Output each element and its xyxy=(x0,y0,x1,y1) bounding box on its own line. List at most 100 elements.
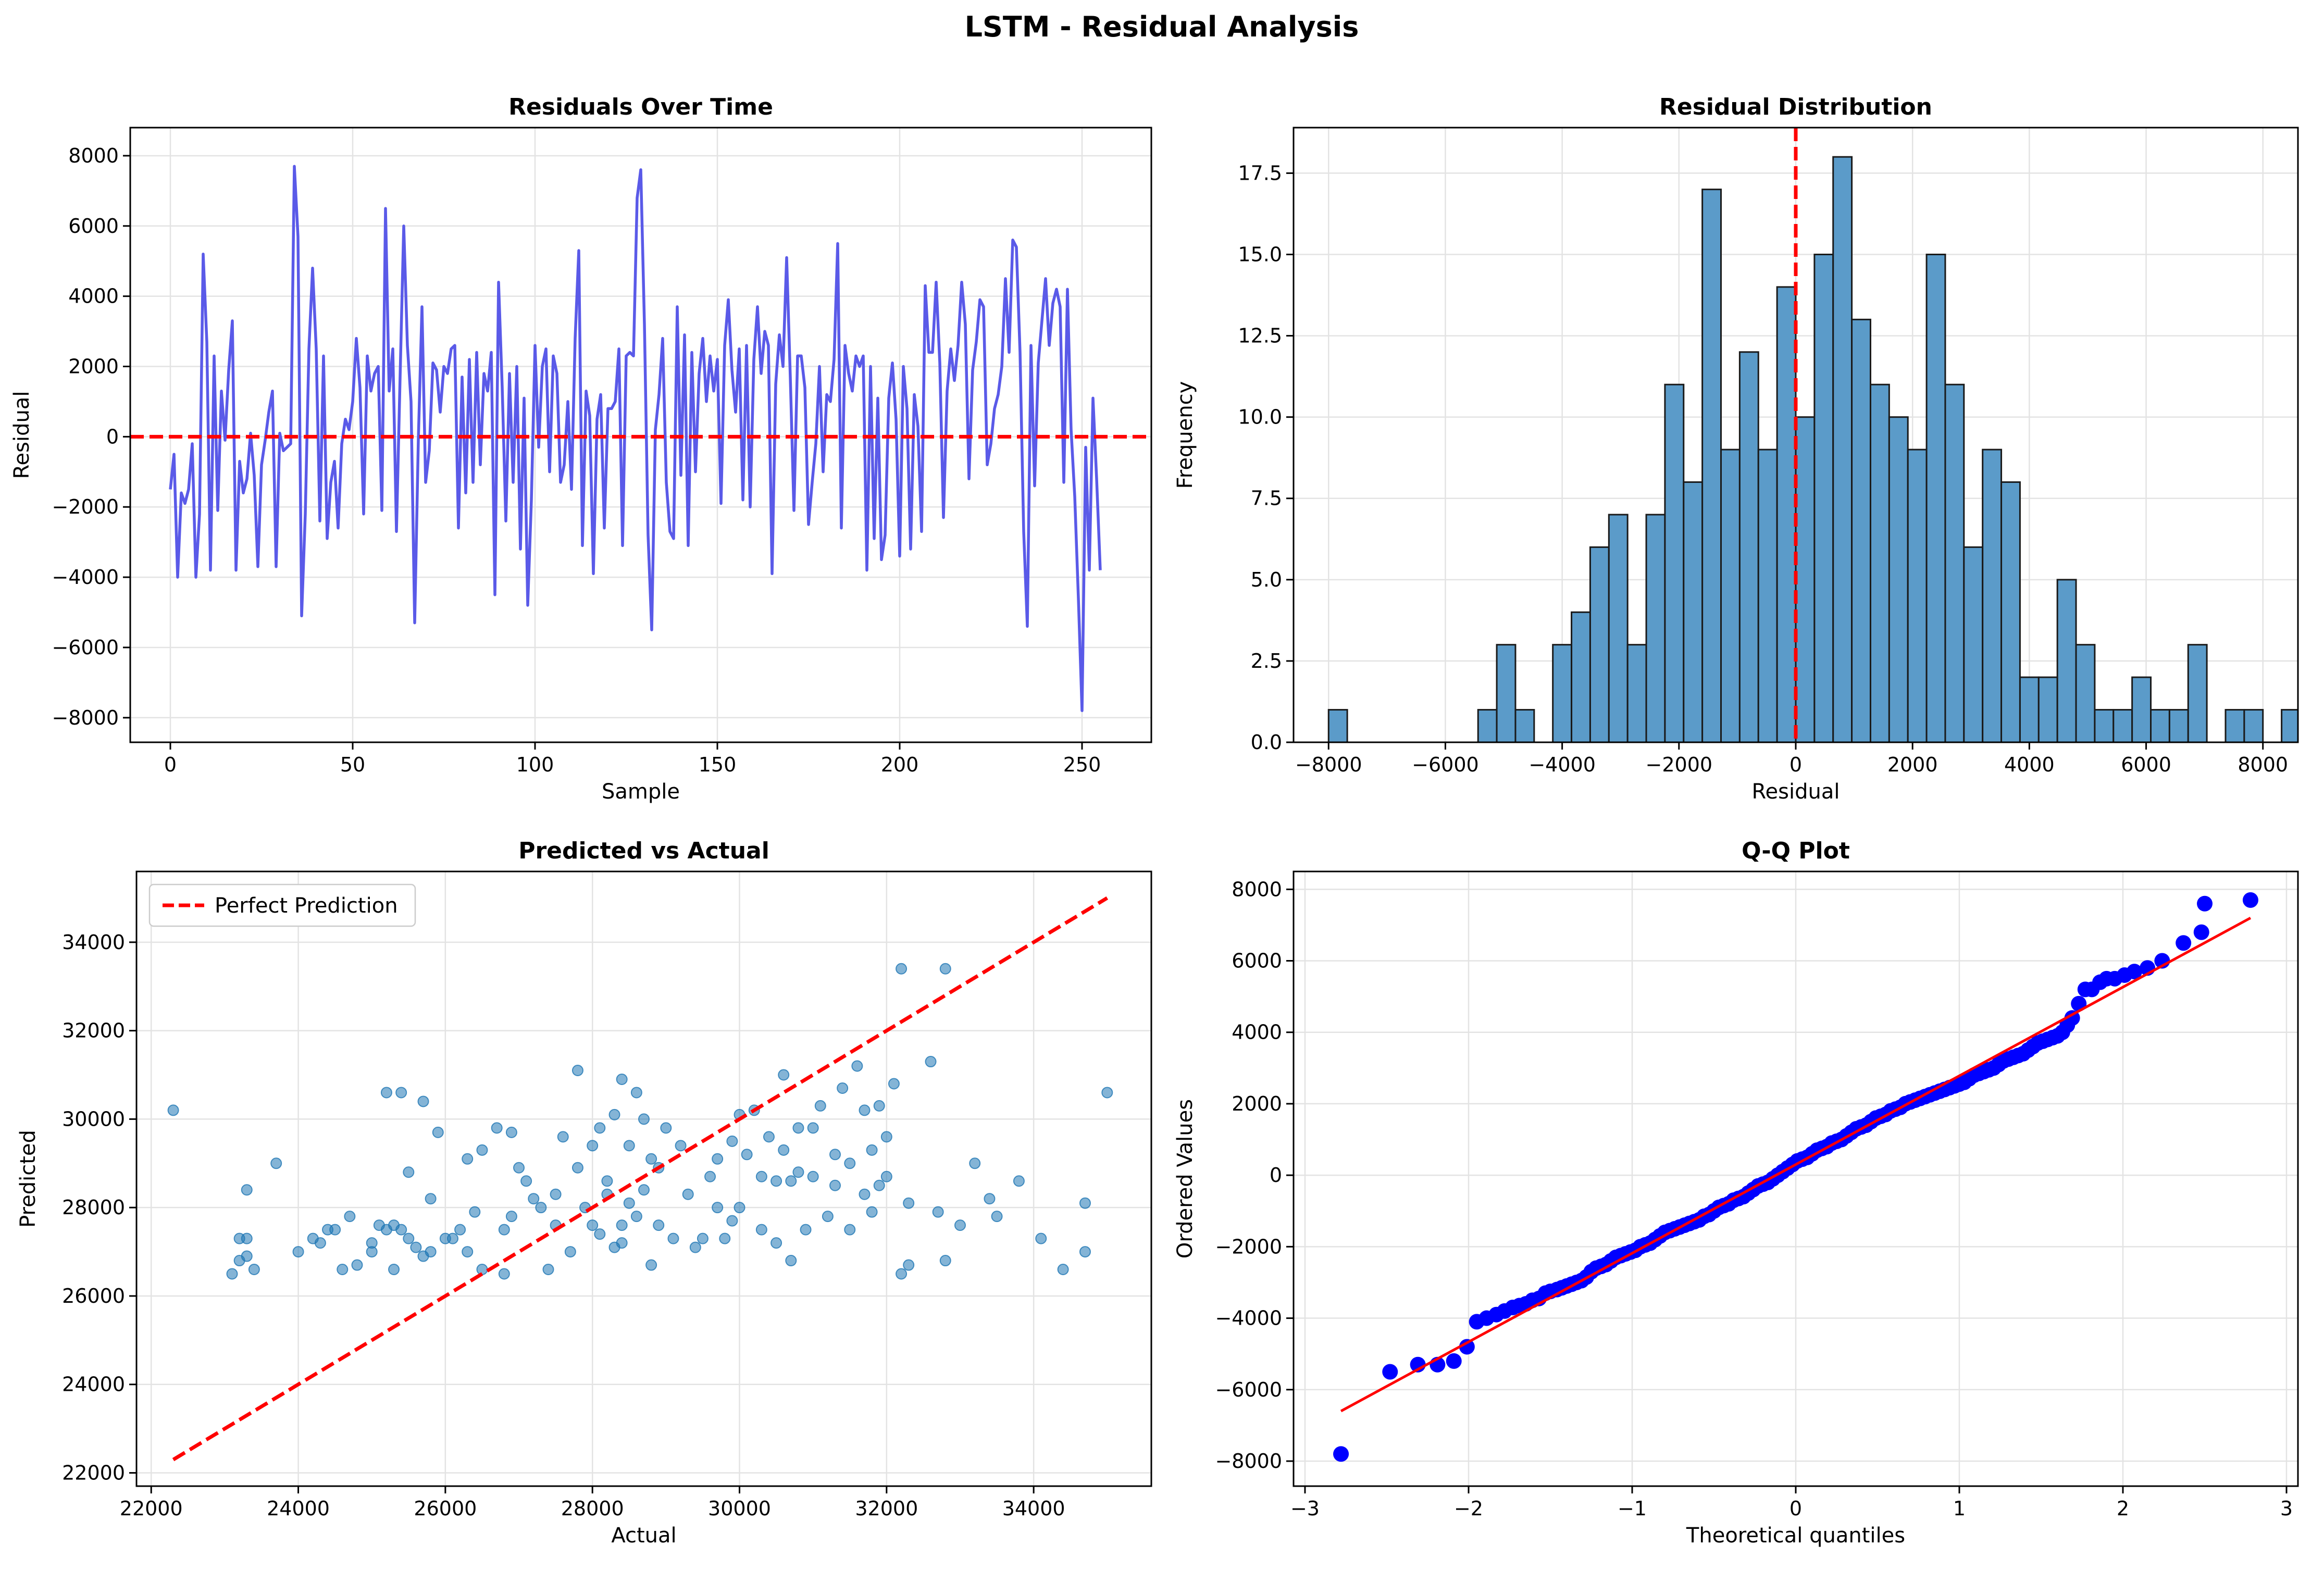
data-point xyxy=(608,1108,620,1120)
y-tick-label: 4000 xyxy=(1232,1021,1282,1044)
data-point xyxy=(660,1122,672,1134)
axes-frame xyxy=(129,127,1152,743)
panel-title: Residual Distribution xyxy=(1659,94,1932,120)
data-point xyxy=(395,1224,407,1236)
data-point xyxy=(888,1078,900,1090)
y-tick-label: 0 xyxy=(1270,1164,1282,1187)
x-tick-label: 4000 xyxy=(2004,753,2055,776)
histogram-bar xyxy=(1514,709,1535,742)
data-point xyxy=(712,1153,724,1165)
data-point xyxy=(594,1122,606,1134)
x-tick-label: −1 xyxy=(1618,1497,1647,1520)
data-point xyxy=(1079,1246,1091,1258)
data-point xyxy=(859,1104,871,1116)
histogram-bar xyxy=(1496,644,1517,742)
data-point xyxy=(601,1175,613,1187)
histogram-bar xyxy=(2019,676,2040,742)
x-axis-label: Actual xyxy=(611,1524,676,1548)
data-point xyxy=(329,1224,341,1236)
y-tick-label: 10.0 xyxy=(1238,406,1282,429)
data-point xyxy=(778,1144,790,1156)
y-tick-label: 6000 xyxy=(1232,950,1282,973)
histogram-bar xyxy=(1813,253,1834,742)
data-point xyxy=(719,1232,731,1244)
data-point xyxy=(755,1170,767,1182)
data-point xyxy=(292,1246,304,1258)
histogram-bar xyxy=(2281,709,2298,742)
histogram-bar xyxy=(1907,448,1928,742)
y-tick-label: 12.5 xyxy=(1238,325,1282,347)
x-tick-label: 250 xyxy=(1063,753,1101,776)
x-axis: −8000 −6000 −4000 −2000 0 2000 4000 6000 8000 xyxy=(1295,742,2288,776)
data-point xyxy=(469,1206,481,1218)
data-point xyxy=(2064,1010,2080,1026)
data-point xyxy=(432,1126,444,1138)
data-point xyxy=(844,1157,856,1169)
data-point xyxy=(630,1087,642,1099)
x-tick-label: 3 xyxy=(2280,1497,2293,1520)
data-point xyxy=(344,1211,356,1223)
data-point xyxy=(410,1241,422,1253)
y-tick-label: −8000 xyxy=(52,706,119,729)
data-point xyxy=(542,1264,554,1276)
plot-area xyxy=(167,896,1113,1462)
histogram-bar xyxy=(1738,351,1759,742)
data-point xyxy=(1035,1232,1047,1244)
data-point xyxy=(241,1250,253,1262)
data-point xyxy=(403,1232,415,1244)
data-point xyxy=(241,1184,253,1196)
axes-frame xyxy=(135,870,1152,1487)
data-point xyxy=(851,1060,863,1072)
data-point xyxy=(2126,964,2142,980)
histogram-bar xyxy=(1571,611,1591,742)
x-tick-label: −8000 xyxy=(1295,753,1362,776)
histogram-bar xyxy=(1701,189,1722,742)
fit-line xyxy=(1340,916,2252,1413)
data-point xyxy=(844,1224,856,1236)
data-point xyxy=(446,1232,458,1244)
data-point xyxy=(425,1246,437,1258)
y-tick-label: 2000 xyxy=(1232,1092,1282,1115)
x-axis: 22000 24000 26000 28000 30000 32000 34000 xyxy=(120,1486,1065,1520)
data-point xyxy=(167,1104,179,1116)
legend-box xyxy=(148,883,416,927)
y-tick-label: 34000 xyxy=(62,931,125,954)
data-point xyxy=(528,1193,540,1205)
data-point xyxy=(594,1228,606,1240)
y-axis-label: Ordered Values xyxy=(1173,1099,1197,1259)
histogram-bar xyxy=(2037,676,2058,742)
data-point xyxy=(778,1069,790,1081)
histogram-bar xyxy=(2075,644,2096,742)
residual-distribution-panel: −8000 −6000 −4000 −2000 0 2000 4000 6000 8000 0.0… xyxy=(1173,94,2299,804)
data-point xyxy=(454,1224,466,1236)
y-axis-label: Residual xyxy=(10,391,34,479)
x-tick-label: 30000 xyxy=(708,1497,771,1520)
data-point xyxy=(969,1157,981,1169)
histogram-bar xyxy=(2168,709,2189,742)
data-point xyxy=(667,1232,679,1244)
data-point xyxy=(697,1232,709,1244)
y-tick-label: 22000 xyxy=(62,1462,125,1485)
histogram-bar xyxy=(2094,709,2115,742)
data-point xyxy=(653,1219,665,1231)
data-point xyxy=(873,1179,885,1191)
x-axis-label: Residual xyxy=(1752,780,1840,804)
plot-area xyxy=(1327,128,2298,742)
histogram-bar xyxy=(1720,448,1741,742)
x-tick-label: 32000 xyxy=(855,1497,918,1520)
y-tick-label: −2000 xyxy=(1215,1235,1282,1258)
y-tick-label: 0 xyxy=(106,425,119,448)
data-point xyxy=(351,1259,363,1271)
histogram-bar xyxy=(1626,644,1647,742)
x-tick-label: 34000 xyxy=(1002,1497,1065,1520)
y-tick-label: 7.5 xyxy=(1251,487,1282,510)
x-tick-label: 8000 xyxy=(2238,753,2288,776)
x-tick-label: 24000 xyxy=(267,1497,330,1520)
data-point xyxy=(395,1087,407,1099)
y-tick-label: 6000 xyxy=(68,215,119,238)
data-point xyxy=(403,1166,415,1178)
figure-title: LSTM - Residual Analysis xyxy=(965,10,1359,43)
y-tick-label: 26000 xyxy=(62,1285,125,1307)
data-point xyxy=(763,1131,775,1143)
data-point xyxy=(623,1197,635,1209)
